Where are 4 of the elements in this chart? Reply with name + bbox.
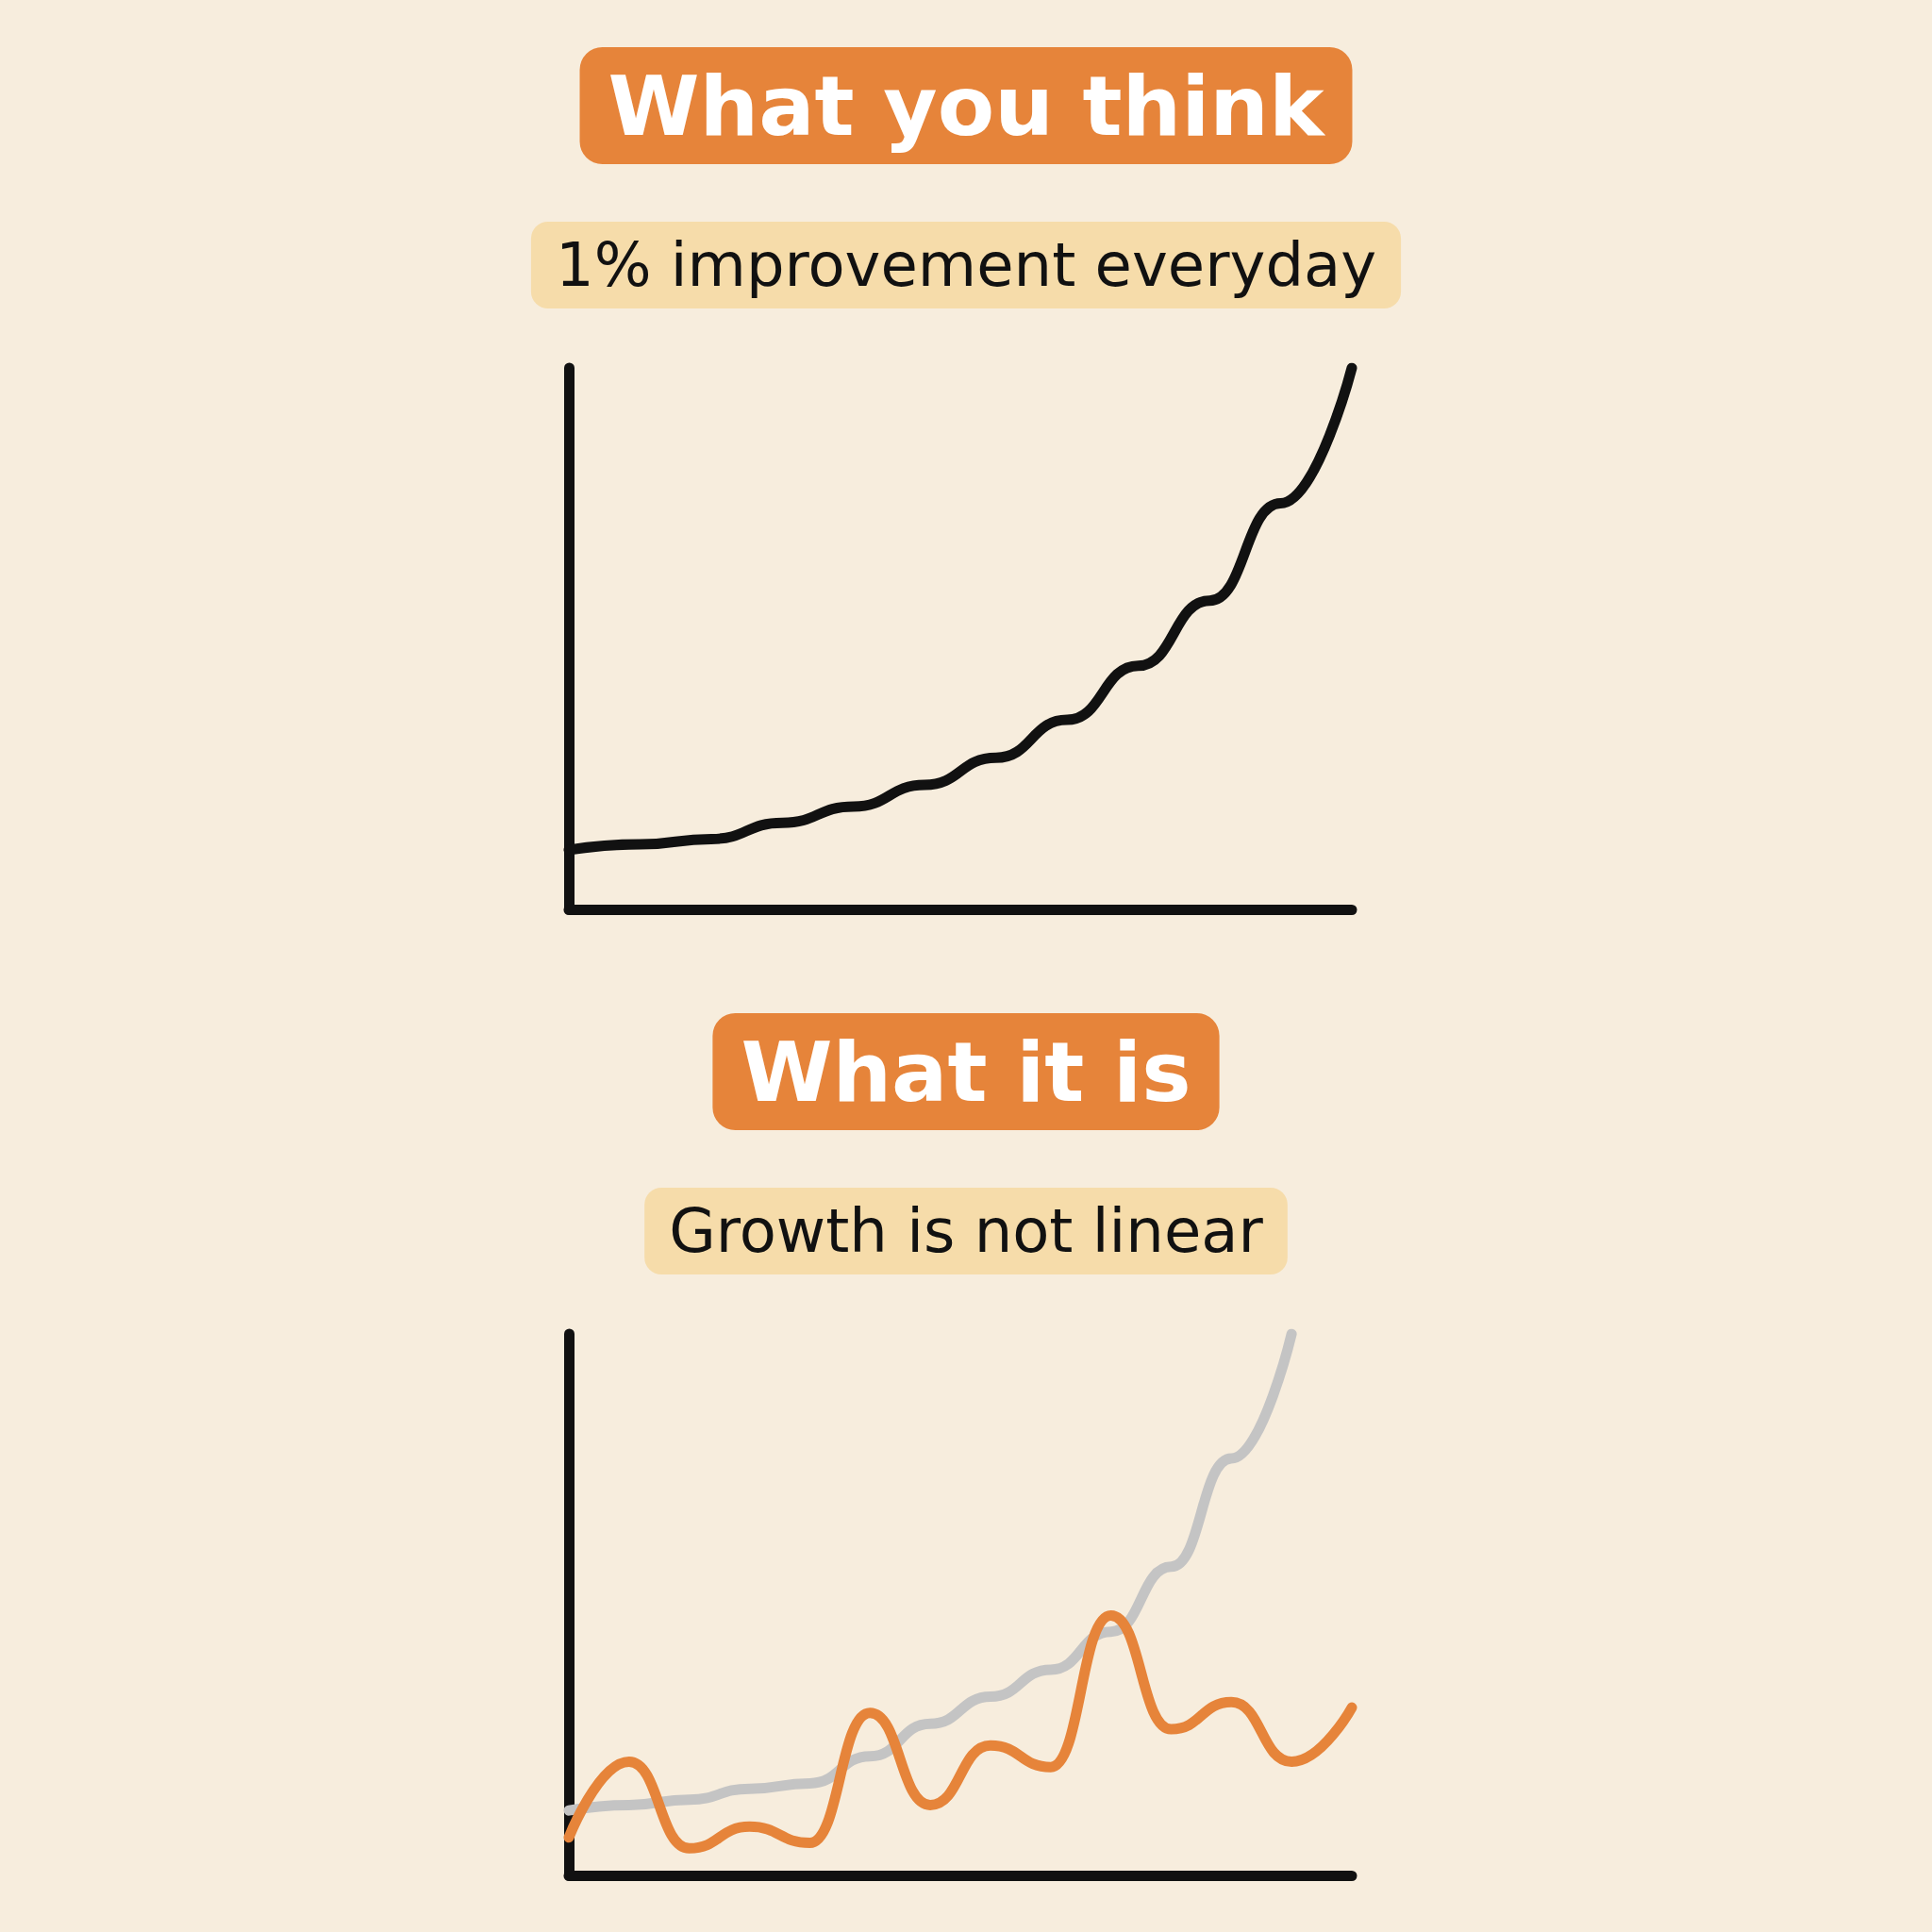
chart-title: What it is <box>741 1023 1191 1121</box>
chart-title: What you think <box>608 57 1326 155</box>
chart-subtitle: 1% improvement everyday <box>555 230 1377 300</box>
chart-subtitle: Growth is not linear <box>669 1196 1264 1266</box>
